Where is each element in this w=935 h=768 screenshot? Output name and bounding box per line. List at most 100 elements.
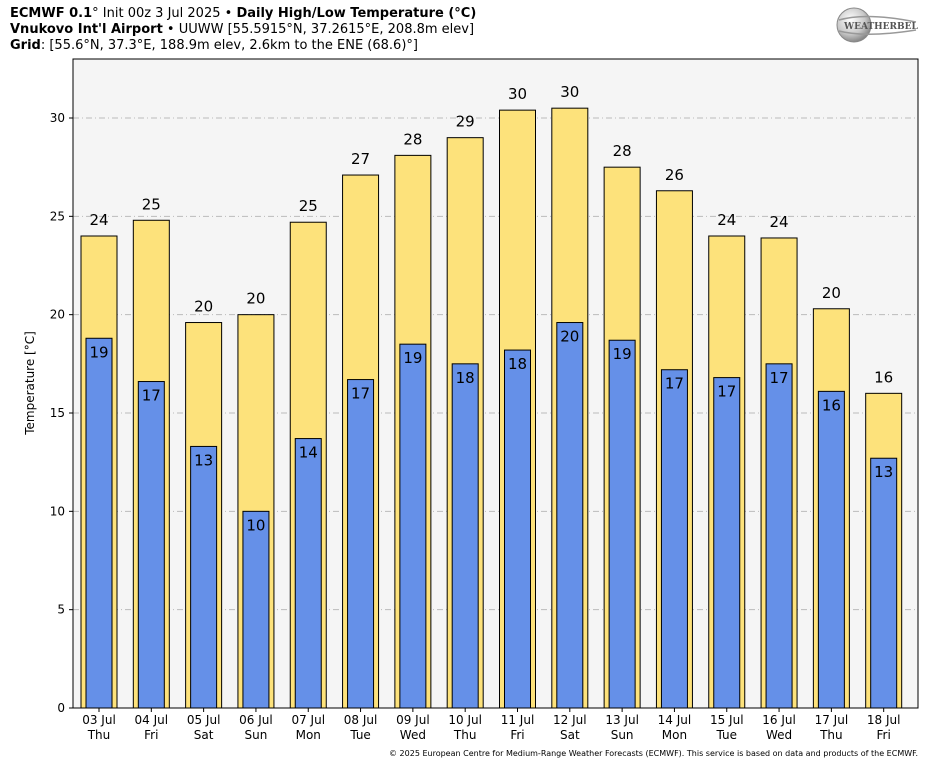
x-tick-label-weekday: Thu: [819, 728, 843, 742]
y-tick-label: 0: [57, 701, 65, 715]
bars: 24 19 25 17 20 13 20 10 25 14 27 17 28 19 29 18 30 18 30 20…: [80, 83, 903, 709]
low-temp-bar: [137, 381, 165, 709]
x-tick-label-date: 18 Jul: [867, 713, 901, 727]
high-temp-label: 30: [508, 85, 527, 103]
low-temp-label: 20: [560, 328, 579, 346]
y-tick-label: 25: [50, 209, 65, 223]
low-temp-label: 17: [717, 383, 736, 401]
low-temp-bar: [451, 363, 479, 709]
chart-title-line: ECMWF 0.1° Init 00z 3 Jul 2025 • Daily H…: [10, 5, 476, 22]
x-tick-label-weekday: Tue: [716, 728, 738, 742]
low-temp-label: 16: [822, 396, 841, 414]
y-tick-label: 5: [57, 603, 65, 617]
high-temp-label: 28: [403, 130, 422, 148]
grid-info: : [55.6°N, 37.3°E, 188.9m elev, 2.6km to…: [40, 38, 418, 53]
y-tick-label: 20: [50, 308, 65, 322]
init-time: ° Init 00z 3 Jul 2025 •: [92, 6, 237, 21]
low-temp-label: 17: [665, 375, 684, 393]
high-temp-label: 25: [299, 197, 318, 215]
y-tick-label: 30: [50, 111, 65, 125]
low-temp-bar: [817, 390, 845, 709]
x-tick-label-date: 13 Jul: [605, 713, 639, 727]
low-temp-bar: [85, 337, 113, 709]
x-tick-label-date: 10 Jul: [448, 713, 482, 727]
x-tick-label-weekday: Tue: [349, 728, 371, 742]
low-temp-bar: [347, 379, 375, 709]
low-temp-label: 18: [456, 369, 475, 387]
low-temp-bar: [608, 339, 636, 709]
x-tick-label-weekday: Thu: [453, 728, 477, 742]
grid-label: Grid: [10, 38, 41, 53]
low-temp-label: 17: [351, 385, 370, 403]
high-temp-label: 24: [770, 213, 789, 231]
low-temp-label: 14: [299, 444, 318, 462]
product-name: Daily High/Low Temperature (°C): [236, 6, 477, 21]
high-temp-label: 24: [717, 211, 736, 229]
weatherbell-logo: WEATHERBELL: [836, 7, 918, 43]
high-temp-label: 28: [613, 142, 632, 160]
low-temp-label: 19: [403, 349, 422, 367]
x-tick-label-date: 04 Jul: [135, 713, 169, 727]
low-temp-label: 13: [874, 463, 893, 481]
low-temp-label: 13: [194, 451, 213, 469]
y-axis: 0 5 10 15 20 25 30: [50, 111, 73, 715]
high-temp-label: 27: [351, 150, 370, 168]
x-tick-label-weekday: Wed: [400, 728, 426, 742]
low-temp-label: 19: [613, 345, 632, 363]
x-tick-label-weekday: Sat: [194, 728, 214, 742]
high-temp-label: 16: [874, 368, 893, 386]
x-tick-label-date: 12 Jul: [553, 713, 587, 727]
low-temp-bar: [294, 438, 322, 709]
x-tick-label-date: 09 Jul: [396, 713, 430, 727]
x-tick-label-date: 15 Jul: [710, 713, 744, 727]
low-temp-bar: [713, 377, 741, 709]
y-tick-label: 10: [50, 504, 65, 518]
x-tick-label-weekday: Fri: [144, 728, 158, 742]
low-temp-bar: [660, 369, 688, 709]
x-tick-label-date: 03 Jul: [82, 713, 116, 727]
model-name: ECMWF 0.1: [10, 6, 93, 21]
low-temp-bar: [870, 457, 898, 709]
low-temp-bar: [399, 343, 427, 709]
high-temp-label: 20: [246, 290, 265, 308]
x-tick-label-date: 05 Jul: [187, 713, 221, 727]
high-temp-label: 20: [822, 284, 841, 302]
station-line: Vnukovo Int'l Airport • UUWW [55.5915°N,…: [10, 21, 474, 38]
low-temp-label: 19: [89, 343, 108, 361]
high-temp-label: 29: [456, 113, 475, 131]
x-tick-label-date: 08 Jul: [344, 713, 378, 727]
low-temp-label: 18: [508, 355, 527, 373]
x-tick-label-weekday: Sat: [560, 728, 580, 742]
grid-line: Grid: [55.6°N, 37.3°E, 188.9m elev, 2.6k…: [10, 37, 418, 54]
x-tick-label-date: 16 Jul: [762, 713, 796, 727]
x-tick-label-date: 17 Jul: [815, 713, 849, 727]
x-tick-label-date: 11 Jul: [501, 713, 535, 727]
x-tick-label-weekday: Wed: [766, 728, 792, 742]
plot-frame: [72, 58, 919, 709]
low-temp-bar: [504, 349, 531, 709]
x-tick-label-date: 14 Jul: [658, 713, 692, 727]
logo-text: WEATHERBELL: [843, 22, 918, 32]
footer-credit: © 2025 European Centre for Medium-Range …: [389, 749, 918, 758]
high-temp-label: 24: [89, 211, 108, 229]
x-tick-label-weekday: Sun: [611, 728, 634, 742]
low-temp-bar: [190, 445, 218, 709]
y-axis-label: Temperature [°C]: [23, 331, 37, 436]
station-name: Vnukovo Int'l Airport: [10, 22, 163, 37]
y-tick-label: 15: [50, 406, 65, 420]
x-tick-label-weekday: Sun: [245, 728, 268, 742]
x-tick-label-weekday: Mon: [662, 728, 687, 742]
x-tick-label-weekday: Mon: [296, 728, 321, 742]
high-temp-label: 20: [194, 298, 213, 316]
x-tick-label-weekday: Fri: [877, 728, 891, 742]
high-temp-label: 25: [142, 195, 161, 213]
low-temp-label: 10: [246, 516, 265, 534]
low-temp-bar: [765, 363, 793, 709]
low-temp-bar: [242, 510, 270, 709]
low-temp-label: 17: [770, 369, 789, 387]
x-tick-label-weekday: Fri: [510, 728, 524, 742]
x-tick-label-date: 06 Jul: [239, 713, 273, 727]
high-temp-label: 30: [560, 83, 579, 101]
